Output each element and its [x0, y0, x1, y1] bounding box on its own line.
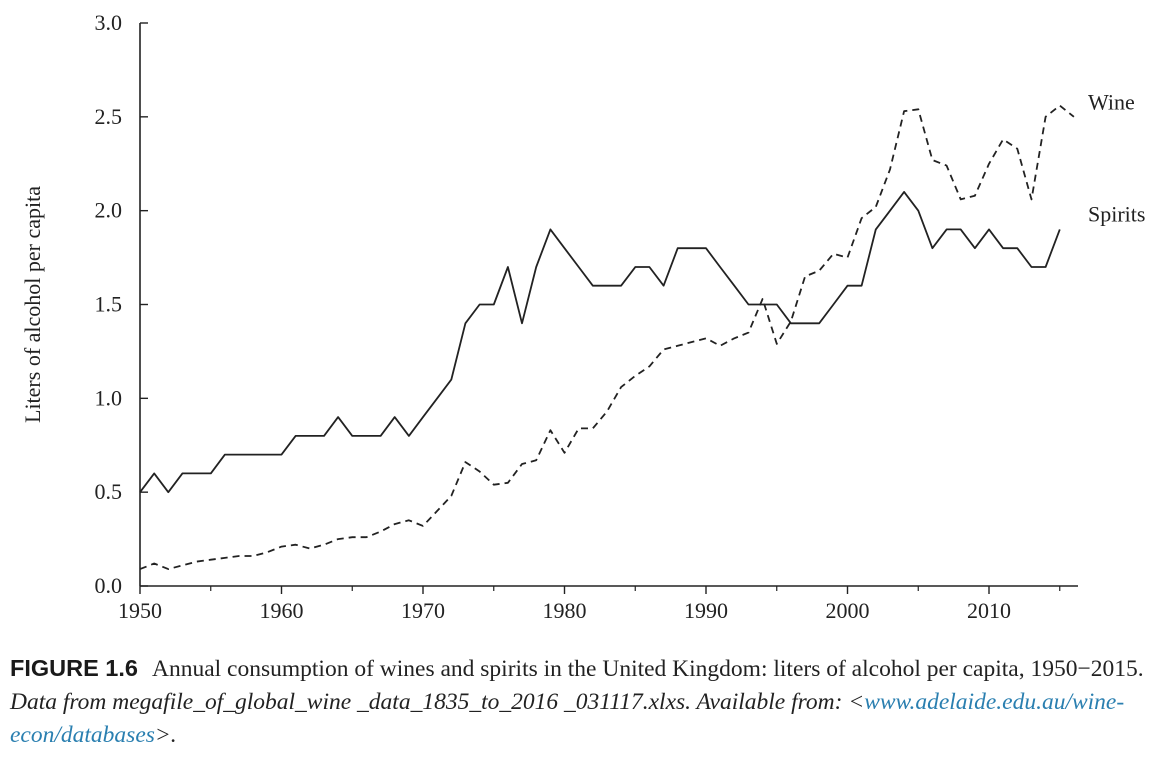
- caption-source-end: >.: [154, 722, 177, 748]
- caption-text: Annual consumption of wines and spirits …: [151, 656, 1144, 682]
- chart-series: [139, 104, 1075, 570]
- x-tick-label: 1980: [543, 598, 587, 623]
- figure-caption: FIGURE 1.6 Annual consumption of wines an…: [10, 652, 1160, 752]
- y-tick-label: 0.0: [95, 573, 123, 598]
- chart-labels: Spirits Wine: [1088, 90, 1145, 227]
- series-label-spirits: Spirits: [1088, 201, 1145, 226]
- figure-label: FIGURE 1.6: [10, 655, 138, 681]
- x-tick-label: 1950: [118, 598, 162, 623]
- x-tick-label: 1970: [401, 598, 445, 623]
- chart-axes: 0.0 0.5 1.0 1.5 2.0 2.5 3.0 1950 1960 1970 1980 199…: [20, 10, 1078, 623]
- y-tick-label: 1.0: [95, 385, 123, 410]
- series-line-wine: [139, 104, 1075, 570]
- line-chart: 0.0 0.5 1.0 1.5 2.0 2.5 3.0 1950 1960 1970 1980 199…: [20, 10, 1145, 623]
- series-label-wine: Wine: [1088, 90, 1135, 115]
- y-tick-label: 3.0: [95, 10, 123, 35]
- y-tick-label: 2.5: [95, 104, 123, 129]
- y-axis-title: Liters of alcohol per capita: [20, 186, 45, 423]
- x-tick-label: 1990: [684, 598, 728, 623]
- y-tick-label: 0.5: [95, 479, 123, 504]
- x-tick-label: 1960: [260, 598, 304, 623]
- x-tick-label: 2010: [967, 598, 1011, 623]
- x-tick-label: 2000: [826, 598, 870, 623]
- y-tick-label: 1.5: [95, 292, 123, 317]
- source-link[interactable]: www.adelaide.edu.au/wine-econ/databases: [10, 689, 1125, 748]
- caption-source: Data from megafile_of_global_wine _data_…: [10, 689, 865, 715]
- y-tick-label: 2.0: [95, 198, 123, 223]
- series-line-spirits: [139, 190, 1061, 494]
